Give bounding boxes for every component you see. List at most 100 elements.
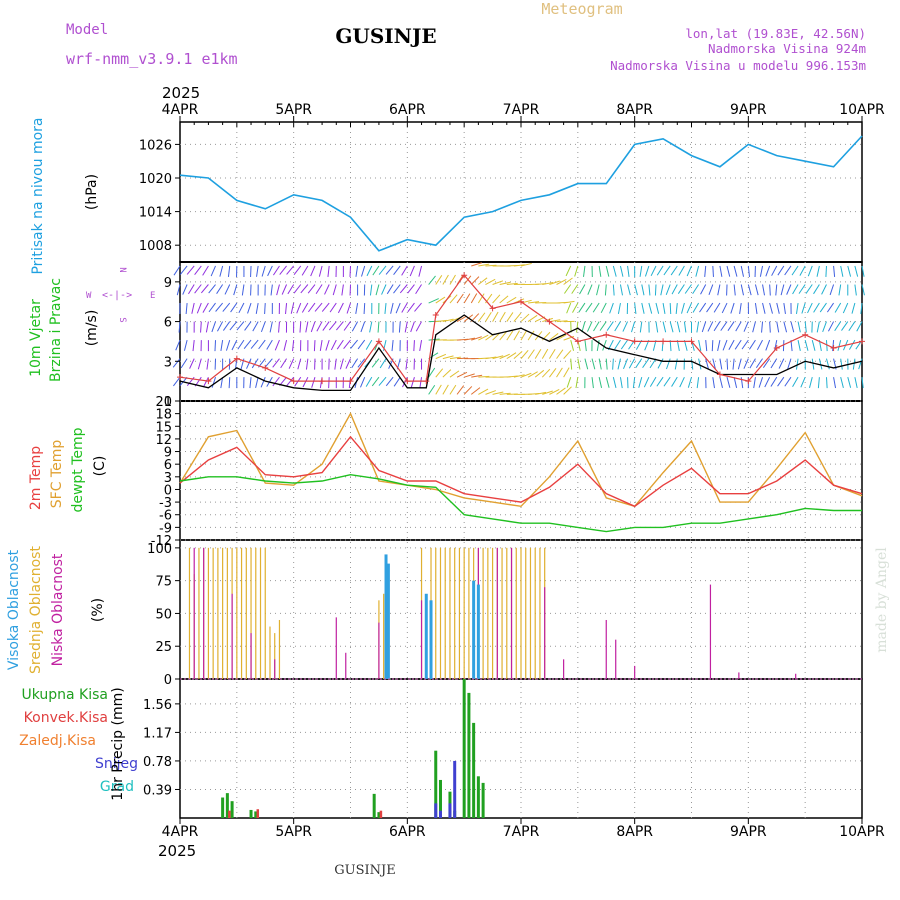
wind-arrow — [361, 265, 366, 277]
wind-arrow — [542, 390, 553, 395]
wind-arrow — [671, 376, 678, 387]
wind-arrow — [343, 321, 351, 331]
wind-arrow — [699, 302, 707, 313]
wind-arrow — [747, 265, 750, 277]
wind-arrow — [477, 293, 485, 304]
wind-arrow — [764, 376, 771, 388]
wind-arrow — [485, 311, 492, 322]
wind-arrow — [837, 339, 842, 351]
wind-arrow — [210, 265, 216, 277]
wind-arrow — [415, 321, 422, 332]
precip-bar-ukupna-kisa — [467, 692, 471, 818]
wind-arrow — [246, 358, 252, 369]
day-label-bottom: 4APR — [162, 824, 199, 840]
cloud-bar-high — [386, 563, 390, 679]
wind-arrow — [217, 321, 224, 332]
wind-arrow — [236, 321, 245, 331]
wind-arrow — [534, 369, 545, 378]
wind-arrow — [720, 321, 728, 331]
wind-arrow — [669, 321, 674, 333]
marks-layer — [172, 135, 865, 818]
y-tick-label-temp: 12 — [155, 433, 172, 448]
wind-arrow — [747, 284, 752, 296]
wind-arrow — [860, 302, 863, 315]
wind-arrow — [792, 376, 799, 387]
wind-gust-marker — [660, 338, 667, 345]
cloud-bar-mid — [444, 547, 446, 679]
y-tick-label-wind: 6 — [164, 316, 172, 331]
wind-arrow — [314, 302, 323, 312]
wind-arrow — [826, 302, 834, 313]
wind-arrow — [470, 276, 480, 285]
wind-arrow — [173, 376, 181, 387]
cloud-bar-low — [193, 547, 195, 679]
lonlat-text: lon,lat (19.83E, 42.56N) — [685, 26, 866, 41]
wind-arrow — [267, 265, 273, 277]
wind-arrow — [300, 284, 309, 294]
wind-arrow — [556, 334, 567, 341]
compass-n: N — [117, 267, 127, 272]
wind-arrow — [237, 339, 245, 350]
wind-arrow — [478, 375, 490, 378]
wind-arrow — [639, 321, 643, 333]
wind-arrow — [717, 284, 721, 296]
wind-arrow — [385, 376, 394, 387]
cloud-label-high: Visoka Oblacnost — [6, 549, 22, 670]
wind-arrow — [222, 321, 231, 331]
wind-arrow — [280, 358, 287, 369]
wind-arrow — [753, 377, 756, 389]
wind-arrow — [622, 321, 629, 332]
wind-arrow — [499, 295, 509, 304]
precip-legend-item: Snijeg — [95, 756, 138, 772]
wind-arrow — [272, 358, 280, 368]
wind-arrow — [191, 302, 195, 314]
cloud-bar-mid — [383, 593, 385, 679]
cloud-bar-mid — [274, 633, 276, 679]
wind-arrow — [428, 338, 440, 341]
cloud-bar-mid — [222, 547, 224, 679]
wind-arrow — [391, 340, 394, 352]
wind-arrow — [492, 355, 504, 360]
wind-arrow — [418, 265, 423, 277]
wind-arrow — [719, 377, 723, 388]
wind-gust-marker — [205, 378, 212, 385]
wind-arrow — [644, 265, 650, 277]
wind-arrow — [492, 294, 501, 304]
precip-legend: Ukupna Kisa Konvek.Kisa Zaledj.Kisa Snijeg G… — [19, 687, 138, 795]
wind-arrow — [691, 358, 694, 370]
wind-arrow — [614, 339, 621, 350]
wind-arrow — [293, 265, 302, 276]
wind-arrow — [585, 302, 593, 313]
wind-arrow — [506, 282, 518, 286]
wind-arrow — [369, 321, 373, 333]
y-tick-label-temp: -3 — [159, 496, 172, 511]
wind-arrow — [577, 358, 581, 370]
wind-arrow — [365, 376, 373, 387]
wind-arrow — [363, 303, 366, 315]
precip-unit: 1hr Precip (mm) — [110, 687, 126, 800]
cloud-bar-mid — [501, 547, 503, 679]
wind-arrow — [683, 321, 687, 333]
wind-arrow — [313, 340, 316, 352]
temp-label-2m: 2m Temp — [28, 446, 44, 510]
day-label-top: 4APR — [162, 102, 199, 118]
cloud-bar-low — [709, 584, 712, 679]
wind-arrow — [219, 265, 224, 277]
wind-arrow — [258, 339, 266, 350]
wind-arrow — [227, 265, 231, 277]
wind-arrow — [765, 265, 771, 277]
axes-layer: 4APR 4APR 5APR 5APR 6APR 6APR 7APR 7APR 8APR 8APR… — [139, 102, 885, 840]
wind-arrow — [620, 339, 628, 350]
wind-arrow — [678, 265, 685, 276]
cloud-bar-mid — [539, 547, 541, 679]
cloud-bar-low — [250, 633, 252, 679]
wind-arrow — [272, 265, 280, 276]
wind-arrow — [194, 265, 202, 275]
precip-bar-konvek-kisa — [379, 810, 383, 818]
wind-compass: N S W E <-|-> — [86, 267, 155, 322]
day-label-top: 9APR — [730, 102, 767, 118]
wind-arrow — [576, 321, 579, 333]
wind-arrow — [534, 348, 542, 359]
wind-arrow — [792, 284, 799, 295]
wind-arrow — [819, 302, 827, 313]
